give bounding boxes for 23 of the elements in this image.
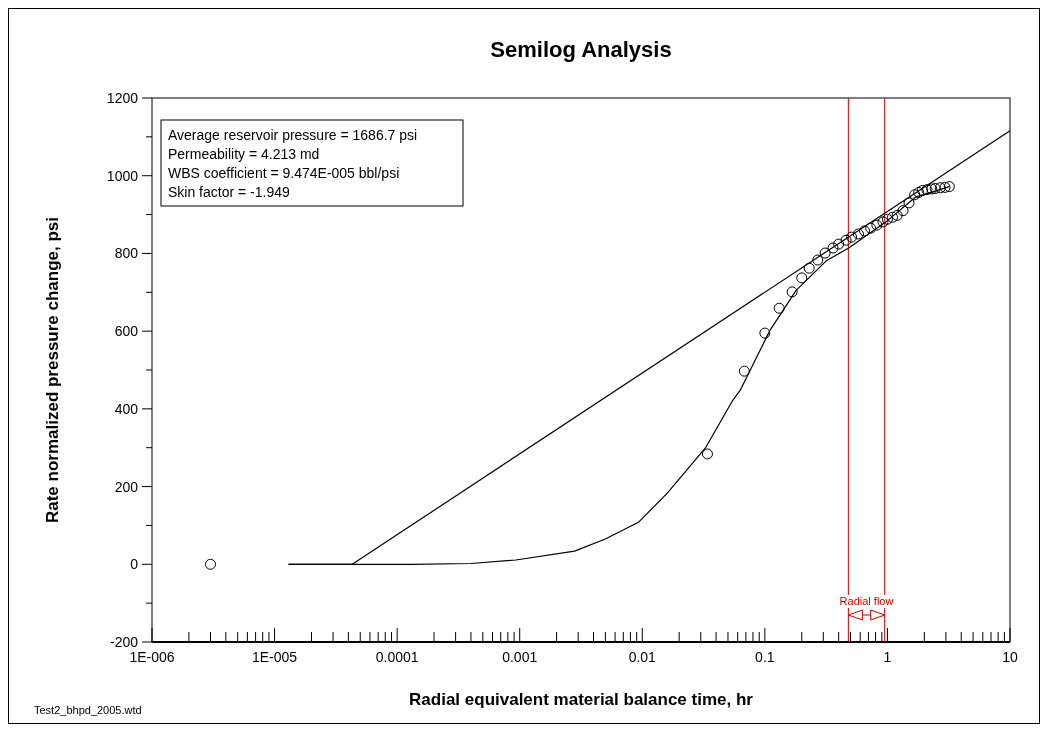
y-tick-label: 400 <box>114 400 139 417</box>
x-tick-label: 10 <box>1002 649 1018 665</box>
chart-title: Semilog Analysis <box>490 37 672 62</box>
x-tick-label: 1E-005 <box>251 649 298 665</box>
y-tick-label: 1200 <box>106 90 139 106</box>
x-tick-label: 0.0001 <box>375 649 419 665</box>
text-box: Average reservoir pressure = 1686.7 psi Permeability = 4.213 md WBS coefficient = 9.474E-005 bbl/psi Skin factor = -1.949 <box>160 119 464 207</box>
x-tick-label: 0.01 <box>628 649 657 665</box>
y-tick-label: 600 <box>114 323 139 340</box>
y-tick-label: 1000 <box>106 167 139 184</box>
annotation: Average reservoir pressure = 1686.7 psi Permeability = 4.213 md WBS coefficient = 9.474E-005 bbl/psi Skin factor = -1.949 <box>168 127 418 200</box>
x-tick-label: 1 <box>883 649 892 665</box>
x-tick-label: 0.1 <box>755 649 775 665</box>
x-tick-label: 1E-006 <box>129 649 175 665</box>
y-tick-label: -200 <box>109 634 139 650</box>
annotation: Radial flow <box>839 595 894 607</box>
text: Test2_bhpd_2005.wtd <box>34 704 142 716</box>
y-tick-label: 200 <box>114 478 139 495</box>
y-axis-title: Rate normalized pressure change, psi <box>43 216 62 524</box>
y-tick-label: 0 <box>130 556 139 573</box>
y-tick-label: 800 <box>114 245 139 262</box>
x-tick-label: 0.001 <box>502 649 538 665</box>
x-axis-title: Radial equivalent material balance time, hr <box>409 690 754 709</box>
